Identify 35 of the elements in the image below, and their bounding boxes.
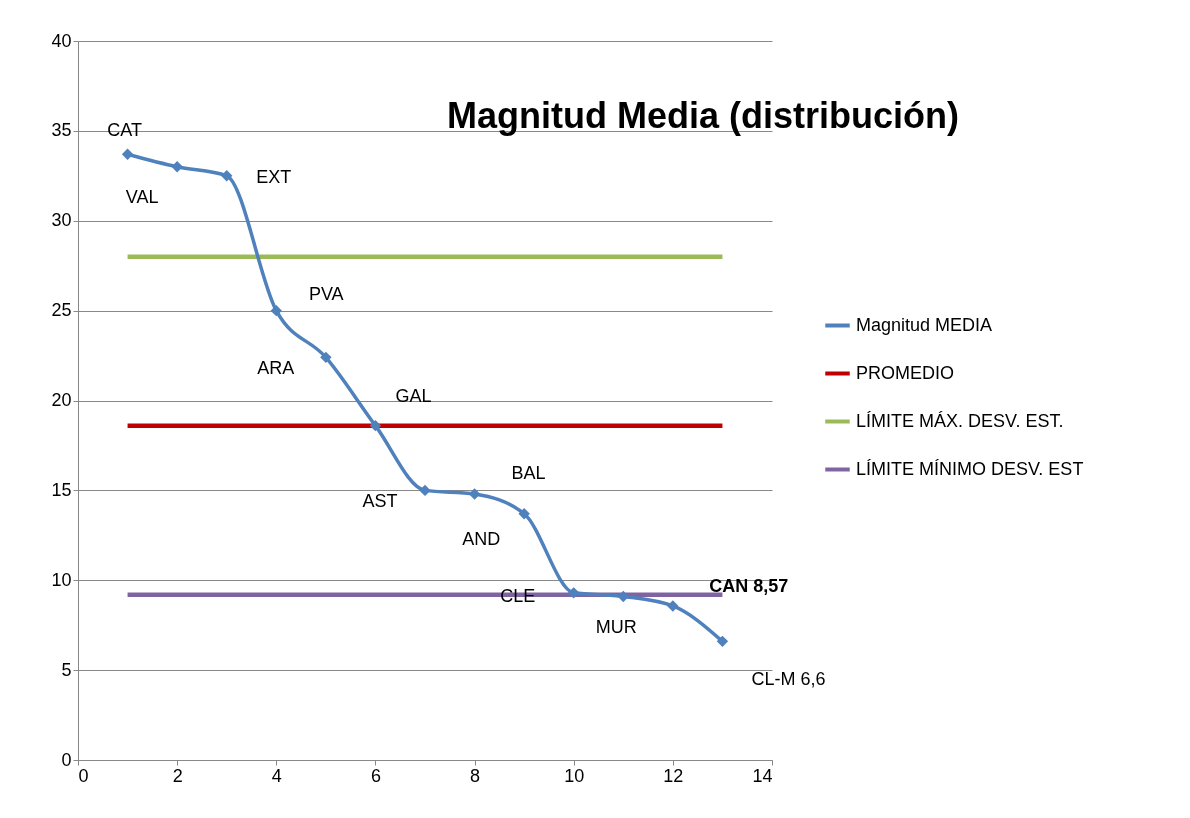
legend-label: LÍMITE MÁX. DESV. EST. [856, 410, 1064, 431]
x-tick-label: 0 [78, 765, 89, 786]
annotation: CLE [500, 585, 536, 606]
x-tick-label: 6 [370, 765, 381, 786]
y-tick-label: 40 [51, 30, 72, 51]
x-tick-label: 4 [271, 765, 282, 786]
y-tick-label: 5 [61, 659, 72, 680]
x-tick-label: 12 [663, 765, 684, 786]
annotation: ARA [257, 358, 295, 379]
y-tick-label: 35 [51, 120, 72, 141]
x-tick-label: 14 [752, 765, 773, 786]
x-tick-label: 8 [470, 765, 481, 786]
y-tick-label: 25 [51, 300, 72, 321]
annotation: GAL [395, 385, 432, 406]
legend-label: PROMEDIO [856, 362, 955, 383]
annotation: EXT [256, 166, 292, 187]
annotation: AND [462, 528, 501, 549]
annotation: CAN 8,57 [709, 575, 789, 596]
annotation: CAT [107, 120, 142, 141]
annotation: AST [362, 491, 398, 512]
annotation: BAL [511, 462, 546, 483]
y-tick-label: 10 [51, 569, 72, 590]
annotation: CL-M 6,6 [751, 669, 826, 690]
legend-label: Magnitud MEDIA [856, 314, 993, 335]
y-tick-label: 15 [51, 479, 72, 500]
annotation: PVA [308, 283, 344, 304]
x-tick-label: 2 [172, 765, 183, 786]
annotation: MUR [595, 617, 637, 638]
y-tick-label: 30 [51, 210, 72, 231]
annotation: VAL [125, 186, 159, 207]
legend-label: LÍMITE MÍNIMO DESV. EST [856, 458, 1084, 479]
text: Magnitud Media (distribución) [447, 95, 959, 136]
y-tick-label: 0 [61, 749, 72, 770]
y-tick-label: 20 [51, 390, 72, 410]
x-tick-label: 10 [564, 765, 585, 786]
